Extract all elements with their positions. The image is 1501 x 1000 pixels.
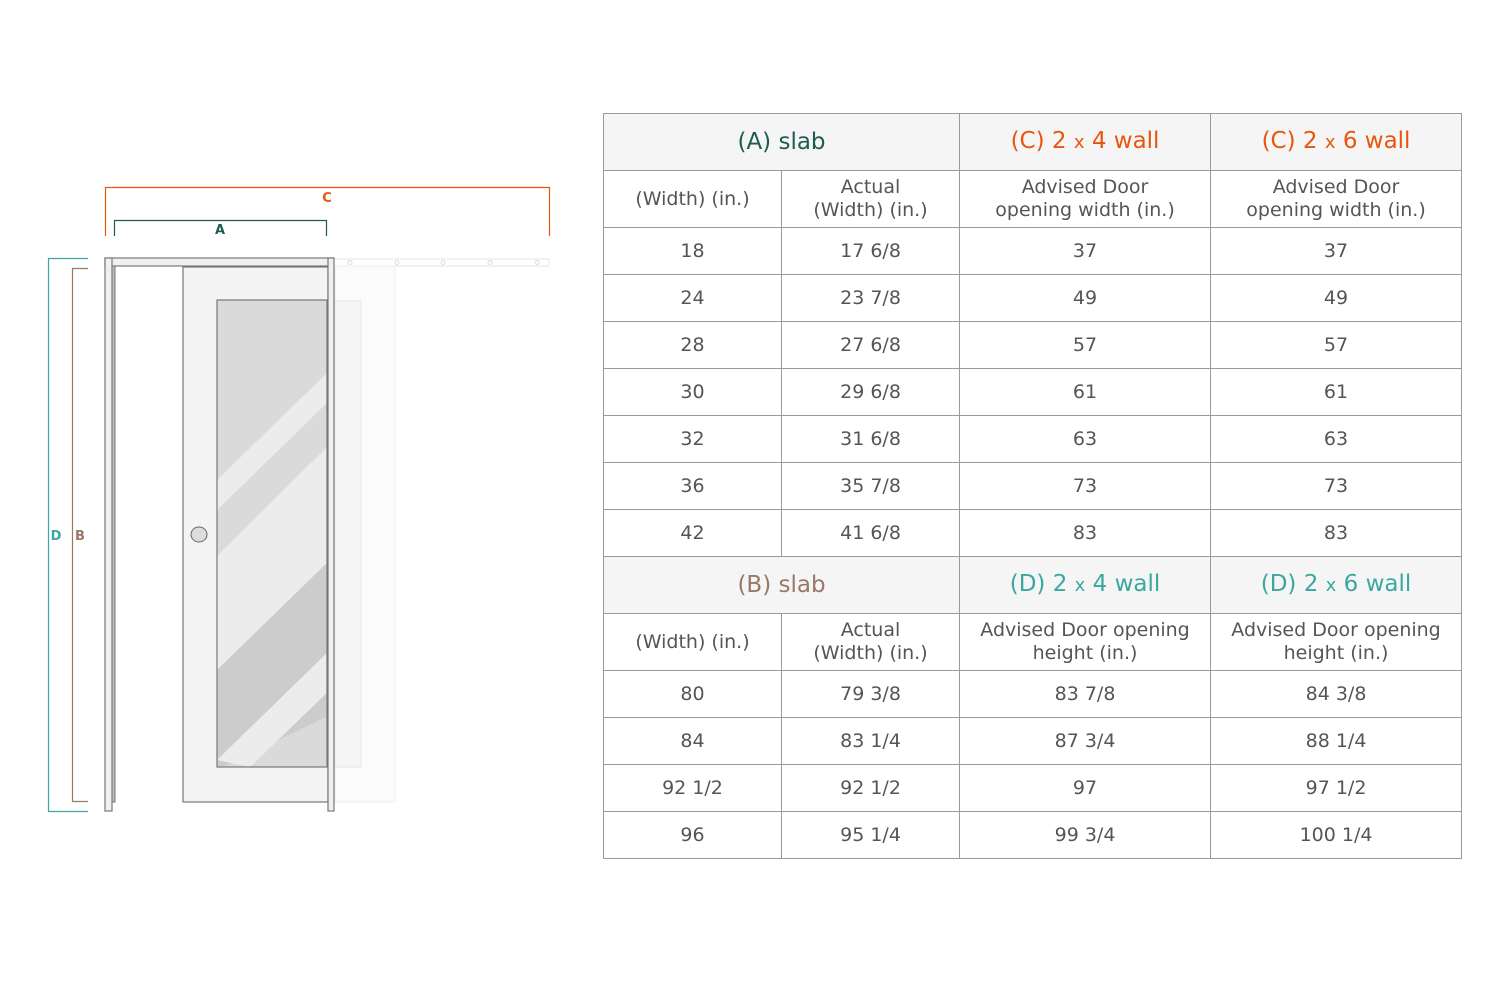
dimensions-table: (A) slab (C) 2 x 4 wall (C) 2 x 6 wall (… [602, 113, 1463, 859]
column-header: Advised Door opening width (in.) [1210, 170, 1463, 228]
door-frame-left [104, 257, 113, 812]
table-cell: 57 [959, 321, 1212, 369]
column-header: (Width) (in.) [603, 170, 782, 228]
height-table-subheader: (Width) (in.) Actual (Width) (in.) Advis… [603, 613, 1463, 671]
table-cell: 73 [959, 462, 1212, 510]
table-cell: 73 [1210, 462, 1463, 510]
pocket-door-diagram: C A D B [47, 186, 551, 813]
table-cell: 63 [959, 415, 1212, 463]
table-cell: 84 3/8 [1210, 670, 1463, 718]
table-cell: 61 [959, 368, 1212, 416]
table-row: 80 79 3/8 83 7/8 84 3/8 [603, 670, 1463, 718]
table-cell: 84 [603, 717, 782, 765]
table-cell: 83 7/8 [959, 670, 1212, 718]
width-table-header: (A) slab (C) 2 x 4 wall (C) 2 x 6 wall [602, 113, 1463, 171]
dimension-b-label: B [75, 529, 85, 544]
table-cell: 96 [603, 811, 782, 859]
table-row: 18 17 6/8 37 37 [603, 227, 1463, 275]
table-cell: 83 1/4 [780, 717, 961, 765]
table-cell: 28 [603, 321, 782, 369]
header-a-slab: (A) slab [602, 113, 961, 171]
table-cell: 92 1/2 [603, 764, 782, 812]
door-frame-top [104, 257, 334, 267]
height-table-header: (B) slab (D) 2 x 4 wall (D) 2 x 6 wall [602, 556, 1463, 614]
table-cell: 99 3/4 [959, 811, 1212, 859]
table-cell: 88 1/4 [1210, 717, 1463, 765]
column-header: (Width) (in.) [603, 613, 782, 671]
table-cell: 97 1/2 [1210, 764, 1463, 812]
dimension-a-line [113, 219, 328, 236]
table-row: 28 27 6/8 57 57 [603, 321, 1463, 369]
table-cell: 83 [959, 509, 1212, 557]
table-cell: 83 [1210, 509, 1463, 557]
table-cell: 97 [959, 764, 1212, 812]
column-header: Advised Door opening height (in.) [1210, 613, 1463, 671]
table-cell: 41 6/8 [780, 509, 961, 557]
table-cell: 30 [603, 368, 782, 416]
table-cell: 92 1/2 [780, 764, 961, 812]
dimension-c-label: C [322, 191, 332, 206]
door-frame-right [327, 257, 335, 812]
header-c-2x4: (C) 2 x 4 wall [959, 113, 1212, 171]
table-cell: 31 6/8 [780, 415, 961, 463]
column-header: Actual (Width) (in.) [780, 613, 961, 671]
table-cell: 95 1/4 [780, 811, 961, 859]
table-cell: 35 7/8 [780, 462, 961, 510]
dimension-d-label: D [51, 529, 62, 544]
table-cell: 37 [1210, 227, 1463, 275]
table-row: 32 31 6/8 63 63 [603, 415, 1463, 463]
table-cell: 57 [1210, 321, 1463, 369]
table-cell: 79 3/8 [780, 670, 961, 718]
table-cell: 49 [959, 274, 1212, 322]
table-cell: 87 3/4 [959, 717, 1212, 765]
dimension-b-line [71, 267, 88, 803]
header-c-2x6: (C) 2 x 6 wall [1210, 113, 1463, 171]
dimension-d-line [47, 257, 88, 813]
table-cell: 24 [603, 274, 782, 322]
column-header: Actual (Width) (in.) [780, 170, 961, 228]
table-cell: 61 [1210, 368, 1463, 416]
table-cell: 49 [1210, 274, 1463, 322]
header-d-2x6: (D) 2 x 6 wall [1210, 556, 1463, 614]
table-cell: 27 6/8 [780, 321, 961, 369]
table-cell: 37 [959, 227, 1212, 275]
table-cell: 17 6/8 [780, 227, 961, 275]
table-row: 24 23 7/8 49 49 [603, 274, 1463, 322]
table-row: 42 41 6/8 83 83 [603, 509, 1463, 557]
table-cell: 36 [603, 462, 782, 510]
table-cell: 23 7/8 [780, 274, 961, 322]
table-cell: 18 [603, 227, 782, 275]
table-row: 30 29 6/8 61 61 [603, 368, 1463, 416]
table-row: 96 95 1/4 99 3/4 100 1/4 [603, 811, 1463, 859]
header-b-slab: (B) slab [602, 556, 961, 614]
dimension-a-label: A [215, 223, 225, 238]
table-cell: 100 1/4 [1210, 811, 1463, 859]
table-cell: 29 6/8 [780, 368, 961, 416]
table-row: 84 83 1/4 87 3/4 88 1/4 [603, 717, 1463, 765]
table-cell: 42 [603, 509, 782, 557]
table-cell: 63 [1210, 415, 1463, 463]
column-header: Advised Door opening width (in.) [959, 170, 1212, 228]
header-d-2x4: (D) 2 x 4 wall [959, 556, 1212, 614]
column-header: Advised Door opening height (in.) [959, 613, 1212, 671]
table-cell: 80 [603, 670, 782, 718]
width-table-subheader: (Width) (in.) Actual (Width) (in.) Advis… [603, 170, 1463, 228]
table-row: 92 1/2 92 1/2 97 97 1/2 [603, 764, 1463, 812]
table-cell: 32 [603, 415, 782, 463]
dimension-c-line [104, 186, 551, 236]
door-handle-icon [190, 526, 208, 543]
table-row: 36 35 7/8 73 73 [603, 462, 1463, 510]
